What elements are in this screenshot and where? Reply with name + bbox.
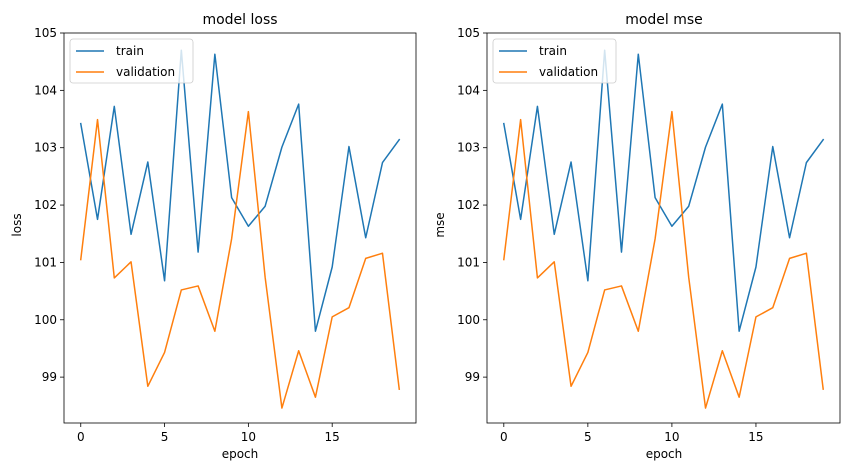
- loss-legend-label-train: train: [116, 44, 144, 58]
- mse-legend-label-train: train: [539, 44, 567, 58]
- loss-y-tick-label: 103: [34, 141, 57, 155]
- mse-chart-title: model mse: [625, 12, 703, 28]
- loss-y-tick-label: 101: [34, 255, 57, 269]
- loss-y-tick-label: 102: [34, 198, 57, 212]
- mse-y-tick-label: 105: [457, 26, 480, 40]
- mse-legend: train validation: [493, 39, 616, 83]
- loss-x-tick-label: 5: [161, 430, 169, 444]
- loss-y-tick-label: 100: [34, 313, 57, 327]
- loss-x-tick-label: 10: [241, 430, 256, 444]
- loss-y-tick-label: 105: [34, 26, 57, 40]
- mse-x-tick-label: 15: [748, 430, 763, 444]
- mse-y-tick-label: 99: [465, 370, 480, 384]
- loss-y-tick-label: 99: [42, 370, 57, 384]
- mse-y-tick-label: 104: [457, 83, 480, 97]
- mse-x-axis-label: epoch: [646, 447, 683, 461]
- mse-y-tick-label: 101: [457, 255, 480, 269]
- loss-y-axis-label: loss: [10, 213, 24, 236]
- loss-legend: train validation: [70, 39, 193, 83]
- mse-legend-label-validation: validation: [539, 65, 598, 79]
- figure: model loss epoch loss 0 5 10 15991001011021…: [0, 0, 850, 470]
- loss-x-axis-label: epoch: [222, 447, 259, 461]
- loss-x-tick-label: 0: [77, 430, 85, 444]
- loss-y-tick-label: 104: [34, 83, 57, 97]
- mse-x-tick-label: 0: [500, 430, 508, 444]
- loss-x-tick-label: 15: [325, 430, 340, 444]
- mse-y-axis-label: mse: [433, 212, 447, 237]
- mse-y-tick-label: 100: [457, 313, 480, 327]
- mse-x-tick-label: 5: [584, 430, 592, 444]
- mse-y-tick-label: 102: [457, 198, 480, 212]
- mse-x-tick-label: 10: [664, 430, 679, 444]
- loss-legend-label-validation: validation: [116, 65, 175, 79]
- loss-chart-title: model loss: [202, 12, 277, 28]
- mse-y-tick-label: 103: [457, 141, 480, 155]
